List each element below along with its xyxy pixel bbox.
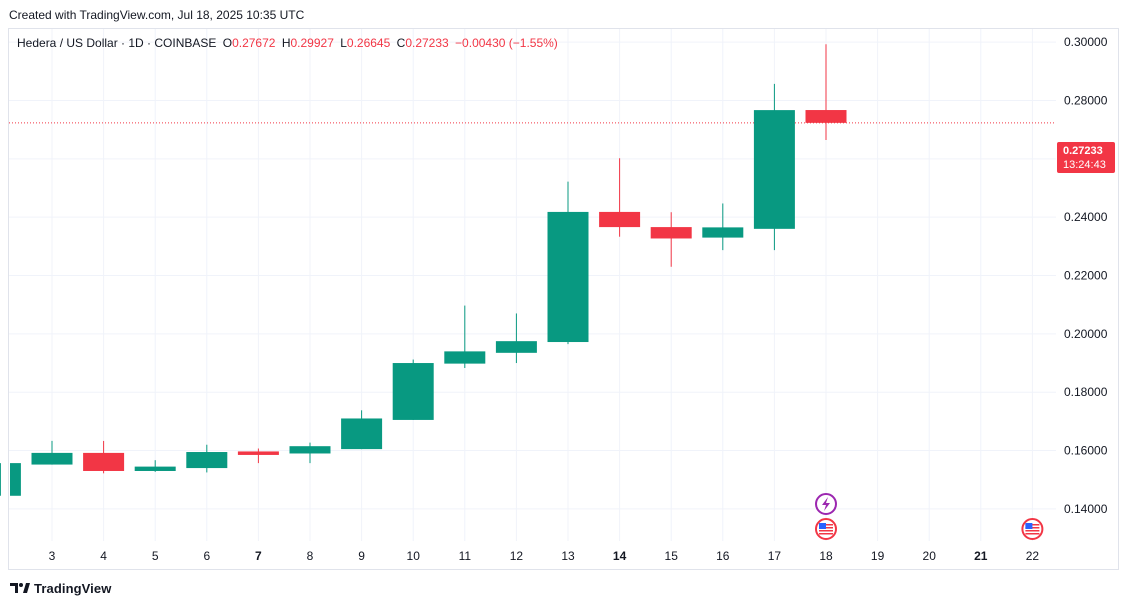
x-tick-label: 6 xyxy=(203,549,210,563)
candle xyxy=(392,359,434,420)
created-with-text: Created with TradingView.com, Jul 18, 20… xyxy=(9,8,305,22)
x-tick-label: 7 xyxy=(255,549,262,563)
candles xyxy=(0,44,1056,496)
x-tick-label: 17 xyxy=(768,549,782,563)
x-tick-label: 11 xyxy=(459,549,472,563)
candle-body xyxy=(237,451,279,455)
candle xyxy=(702,203,744,251)
time-axis: 3 4 5 6 7 8 9 10 11 12 13 14 15 16 17 18 19 20 21 22 xyxy=(49,549,1040,563)
y-tick-label: 0.16000 xyxy=(1064,444,1108,458)
x-tick-label: 10 xyxy=(407,549,421,563)
lightning-bolt xyxy=(822,497,830,511)
candle xyxy=(289,442,331,464)
x-tick-label: 22 xyxy=(1026,549,1040,563)
candle-body xyxy=(186,452,228,469)
candle xyxy=(31,440,73,465)
flag-canton xyxy=(819,523,826,529)
candle xyxy=(599,158,641,237)
x-tick-label: 3 xyxy=(49,549,56,563)
y-tick-label: 0.18000 xyxy=(1064,385,1108,399)
candle xyxy=(495,313,537,364)
event-markers xyxy=(815,493,1044,540)
price-axis: 0.14000 0.16000 0.18000 0.20000 0.22000 0.240… xyxy=(1064,35,1108,516)
candle xyxy=(0,463,21,496)
y-tick-label: 0.14000 xyxy=(1064,502,1108,516)
top-bar: Created with TradingView.com, Jul 18, 20… xyxy=(0,0,1132,28)
candle xyxy=(650,212,692,267)
high-value: 0.29927 xyxy=(290,36,334,50)
candle-body xyxy=(753,110,795,229)
candle-body xyxy=(134,466,176,471)
last-price-value: 0.27233 xyxy=(1063,145,1103,157)
x-tick-label: 8 xyxy=(307,549,314,563)
candle-body xyxy=(547,211,589,343)
candle-body xyxy=(289,446,331,454)
candle-body xyxy=(10,463,21,496)
candle-body xyxy=(83,452,125,471)
flag-stripe xyxy=(819,530,833,532)
candle-body xyxy=(805,110,847,123)
candle-body xyxy=(495,341,537,353)
x-tick-label: 16 xyxy=(716,549,730,563)
lightning-event-icon xyxy=(815,493,837,515)
tradingview-brand: TradingView xyxy=(34,580,112,596)
y-tick-label: 0.24000 xyxy=(1064,210,1108,224)
low-value: 0.26645 xyxy=(346,36,391,50)
x-tick-label: 5 xyxy=(152,549,159,563)
high-label: H xyxy=(281,36,291,50)
x-tick-label: 9 xyxy=(358,549,365,563)
candle xyxy=(237,448,279,464)
us-flag-event-icon xyxy=(815,518,837,540)
symbol-title[interactable]: Hedera / US Dollar · 1D · COINBASE xyxy=(17,36,217,50)
tradingview-logo[interactable]: TradingView xyxy=(10,578,111,598)
flag-canton xyxy=(1025,523,1033,529)
flag-stripe xyxy=(1025,533,1040,535)
y-tick-label: 0.22000 xyxy=(1064,269,1108,283)
flag-stripe xyxy=(819,533,833,535)
open-label: O xyxy=(222,36,233,50)
candle-body xyxy=(650,227,692,239)
change-value: −0.00430 (−1.55%) xyxy=(455,36,558,50)
x-tick-label: 19 xyxy=(871,549,885,563)
y-tick-label: 0.30000 xyxy=(1064,35,1108,49)
candle xyxy=(83,440,125,474)
candle-body xyxy=(392,363,434,420)
candle-body xyxy=(341,418,383,450)
x-tick-label: 21 xyxy=(974,549,988,563)
x-tick-label: 14 xyxy=(613,549,627,563)
candle xyxy=(341,410,383,450)
us-flag-event-icon xyxy=(1021,518,1044,540)
candle-body xyxy=(702,227,744,238)
x-tick-label: 4 xyxy=(100,549,107,563)
low-label: L xyxy=(340,36,347,50)
chart-frame[interactable] xyxy=(8,28,1119,570)
candle xyxy=(186,444,228,473)
candle-body xyxy=(599,211,641,228)
candle-body xyxy=(444,351,486,364)
x-tick-label: 15 xyxy=(665,549,679,563)
x-tick-label: 12 xyxy=(510,549,524,563)
symbol-legend[interactable]: Hedera / US Dollar · 1D · COINBASE O0.27… xyxy=(17,36,561,50)
y-tick-label: 0.28000 xyxy=(1064,93,1108,107)
candle-body xyxy=(31,452,73,465)
x-tick-label: 20 xyxy=(923,549,937,563)
candle xyxy=(805,44,847,141)
x-tick-label: 13 xyxy=(561,549,575,563)
open-value: 0.27672 xyxy=(232,36,276,50)
x-tick-label: 18 xyxy=(819,549,833,563)
candle xyxy=(444,305,486,368)
candle xyxy=(134,460,176,472)
candle xyxy=(547,181,589,345)
y-tick-label: 0.20000 xyxy=(1064,327,1108,341)
close-label: C xyxy=(396,36,406,50)
bar-countdown: 13:24:43 xyxy=(1063,159,1106,171)
grid-lines xyxy=(9,29,1056,541)
close-value: 0.27233 xyxy=(405,36,449,50)
flag-stripe xyxy=(1025,530,1040,532)
candle xyxy=(753,83,795,251)
tradingview-logo-icon xyxy=(10,581,30,595)
last-price-tag: 0.27233 13:24:43 xyxy=(1057,142,1115,173)
